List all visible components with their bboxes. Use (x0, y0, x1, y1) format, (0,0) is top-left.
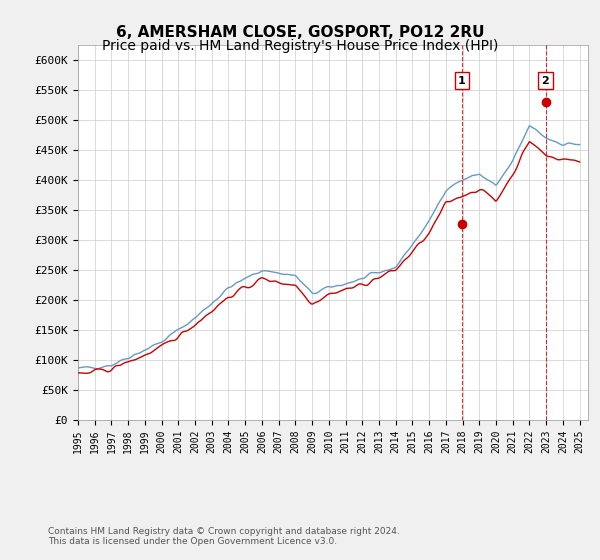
Text: 1: 1 (458, 76, 466, 86)
Text: 6, AMERSHAM CLOSE, GOSPORT, PO12 2RU: 6, AMERSHAM CLOSE, GOSPORT, PO12 2RU (116, 25, 484, 40)
Text: Contains HM Land Registry data © Crown copyright and database right 2024.
This d: Contains HM Land Registry data © Crown c… (48, 526, 400, 546)
Text: Price paid vs. HM Land Registry's House Price Index (HPI): Price paid vs. HM Land Registry's House … (102, 39, 498, 53)
Text: 2: 2 (542, 76, 550, 86)
